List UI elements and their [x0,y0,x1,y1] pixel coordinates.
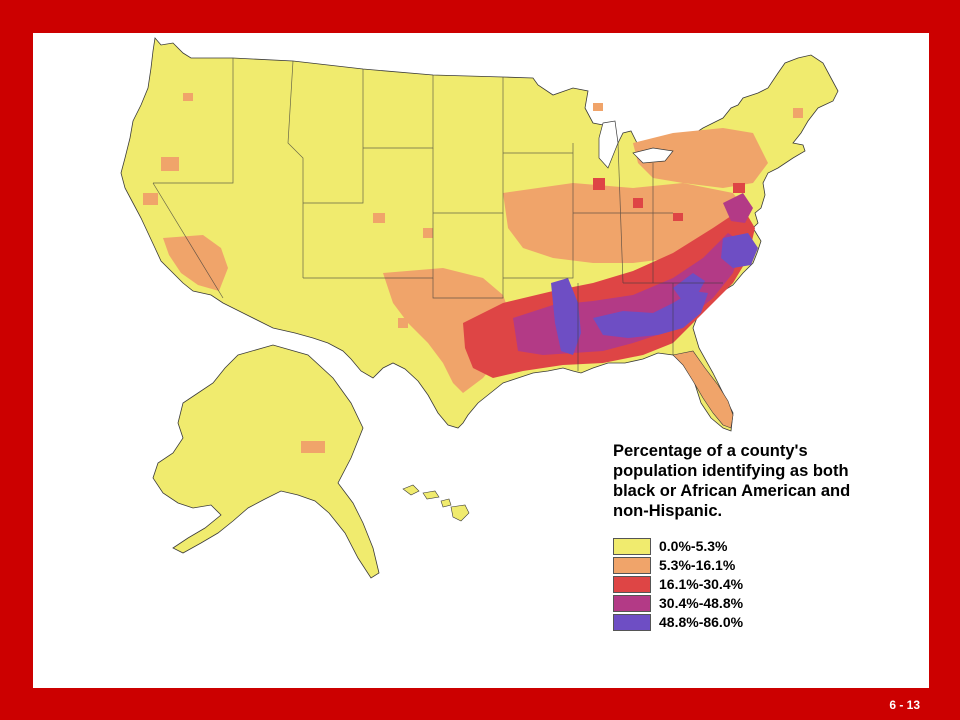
legend-label: 0.0%-5.3% [659,538,728,554]
map-legend: Percentage of a county's population iden… [613,441,913,632]
choropleth-map [120,37,839,579]
legend-swatch [613,556,651,574]
legend-label: 30.4%-48.8% [659,595,744,611]
purple-regions [551,233,758,355]
legend-label: 16.1%-30.4% [659,576,744,592]
hawaii [402,484,470,522]
legend-label: 48.8%-86.0% [659,614,744,630]
legend-item: 48.8%-86.0% [613,613,913,631]
legend-swatch [613,575,651,593]
slide-panel: Percentage of a county's population iden… [33,33,929,688]
alaska-orange-patch [301,441,325,453]
state-borders [152,58,723,371]
legend-swatch [613,613,651,631]
legend-swatch [613,537,651,555]
legend-title: Percentage of a county's population iden… [613,441,913,521]
slide-number: 6 - 13 [889,698,920,712]
legend-label: 5.3%-16.1% [659,557,736,573]
legend-title-line: population identifying as both [613,462,849,480]
legend-title-line: non-Hispanic. [613,502,723,520]
alaska [152,344,380,579]
legend-item: 0.0%-5.3% [613,537,913,555]
legend-swatch [613,594,651,612]
legend-item: 16.1%-30.4% [613,575,913,593]
legend-title-line: Percentage of a county's [613,442,808,460]
great-lakes [598,120,619,169]
legend-title-line: black or African American and [613,482,851,500]
legend-item: 30.4%-48.8% [613,594,913,612]
florida [672,350,734,429]
legend-item: 5.3%-16.1% [613,556,913,574]
